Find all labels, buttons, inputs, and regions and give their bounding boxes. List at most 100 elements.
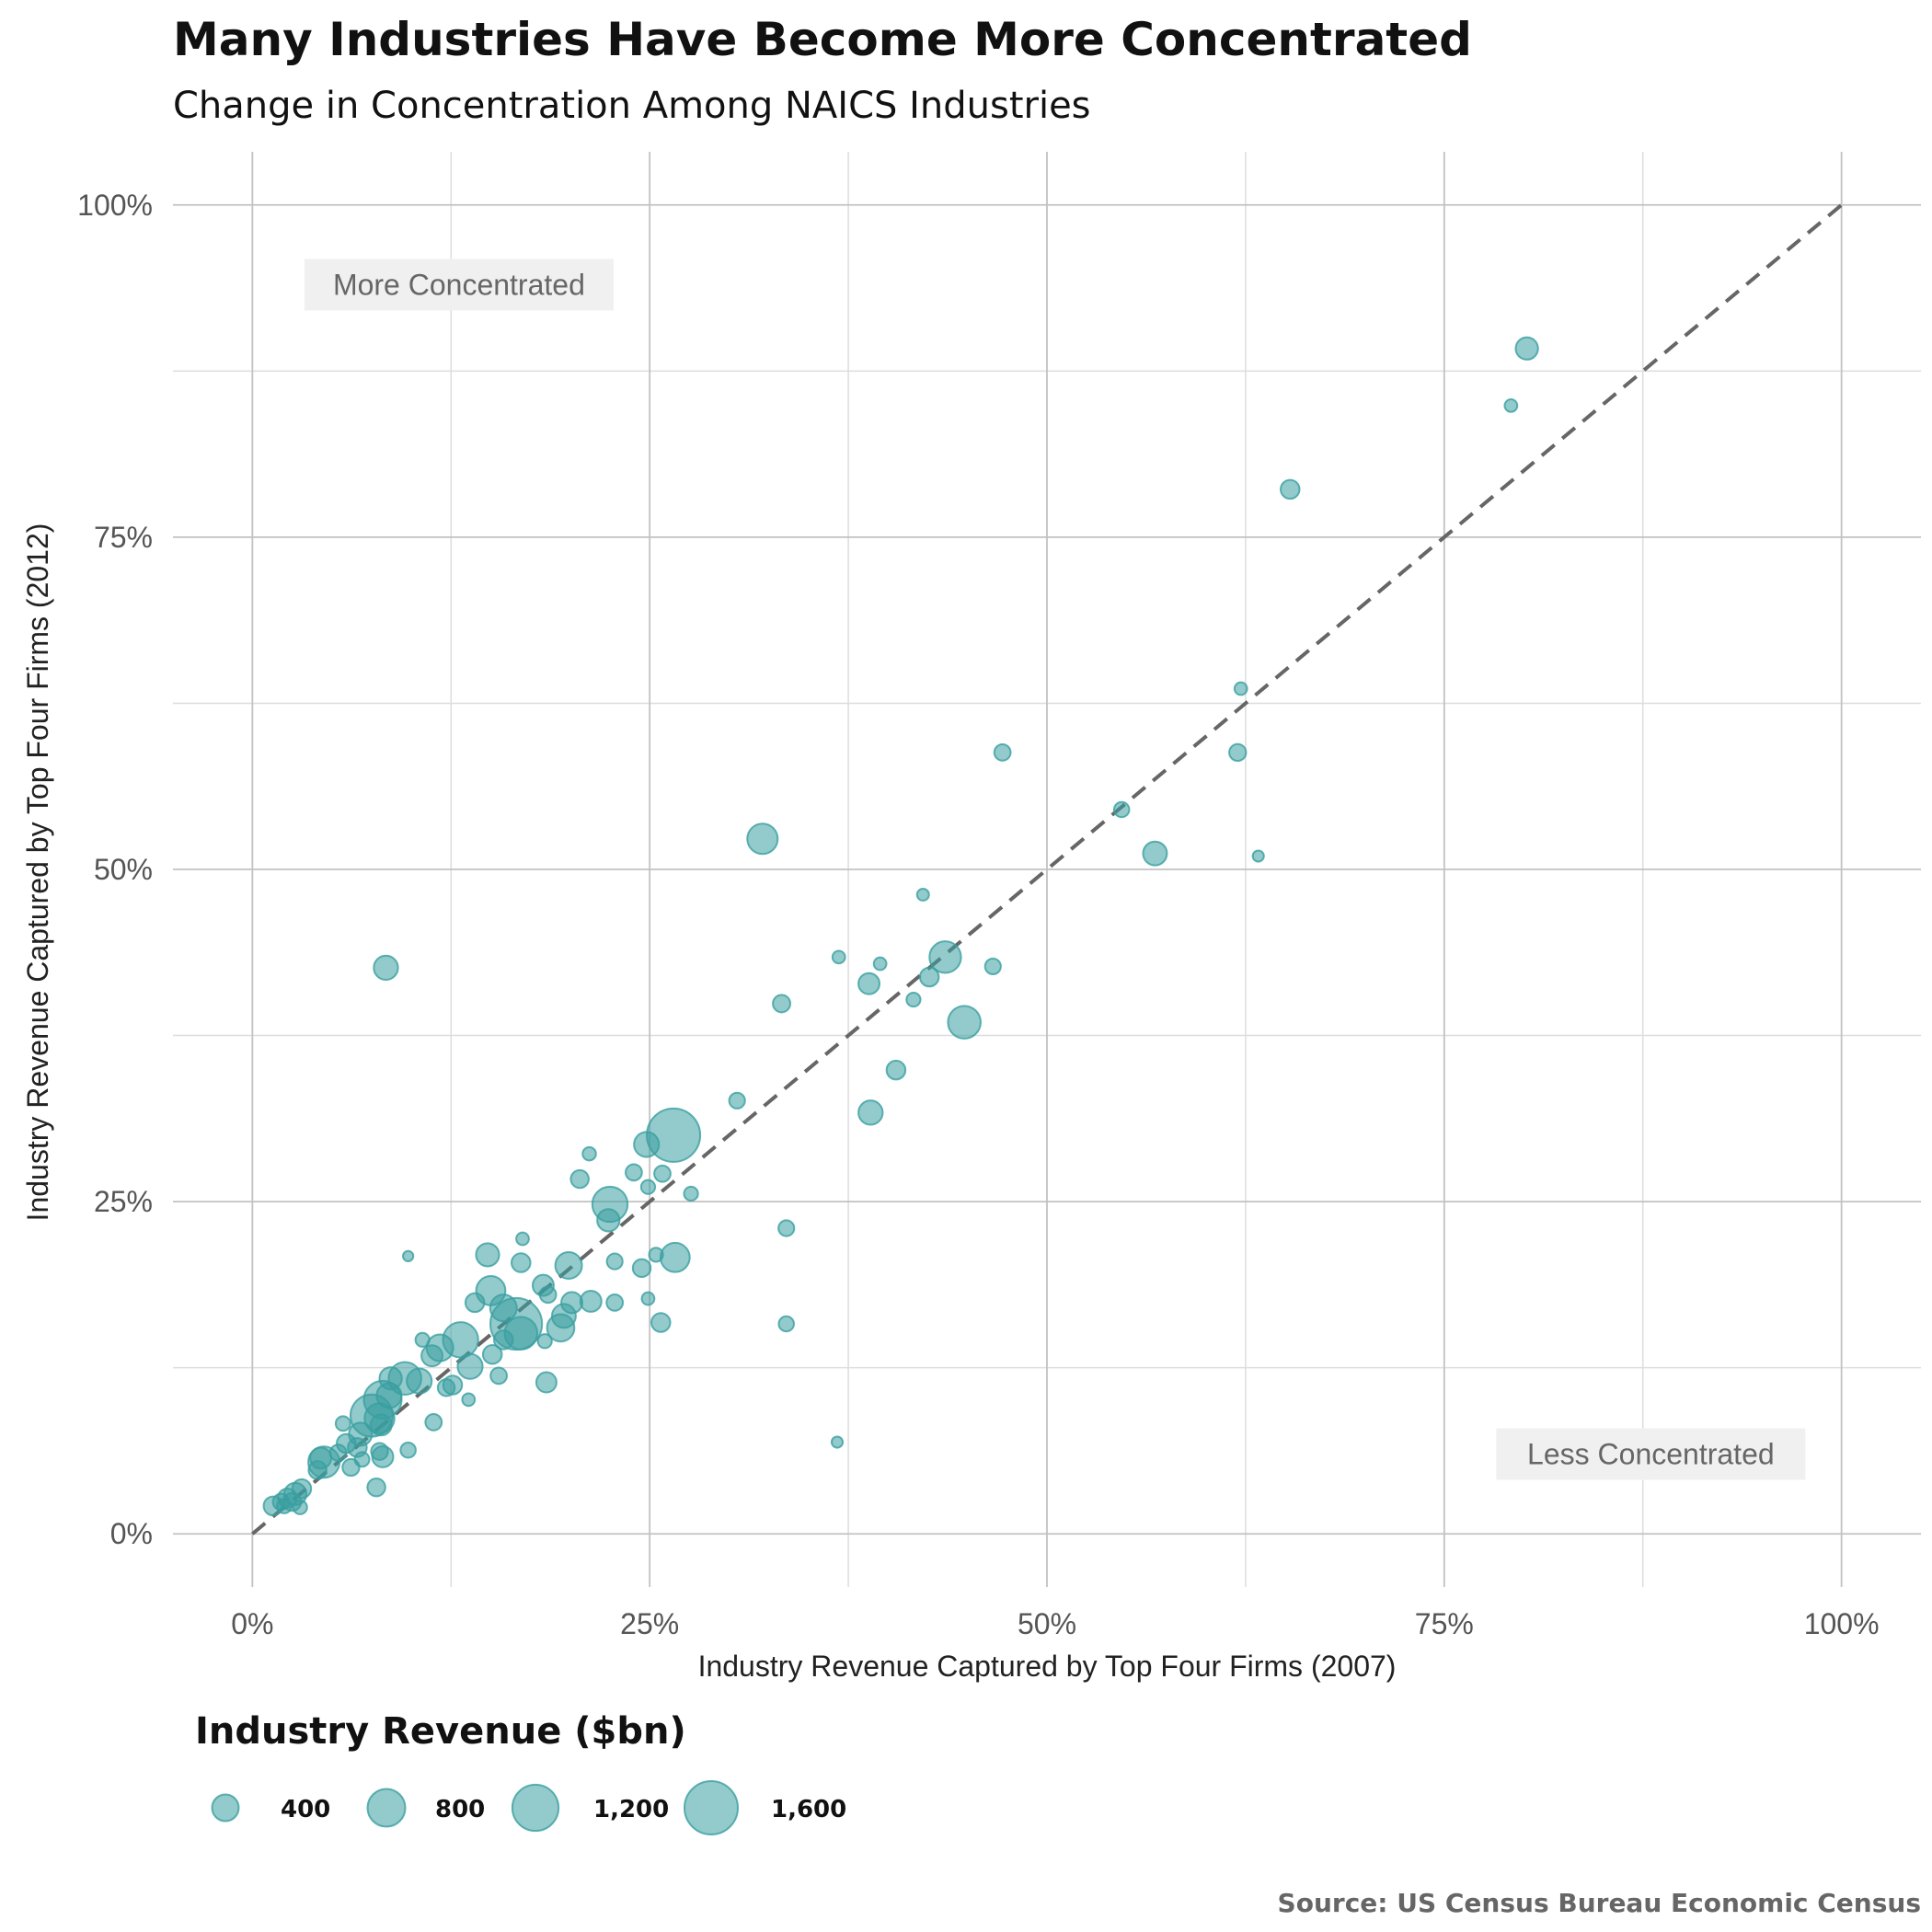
data-point bbox=[493, 1329, 514, 1351]
data-point bbox=[464, 1292, 486, 1314]
data-point bbox=[292, 1499, 308, 1515]
size-legend-item: 1,200 bbox=[511, 1783, 669, 1833]
data-point bbox=[461, 1392, 477, 1408]
annotations: More Concentrated Less Concentrated bbox=[304, 259, 1806, 1480]
data-point bbox=[481, 1343, 503, 1365]
y-axis-ticks: 0% 25% 50% 75% 100% bbox=[77, 189, 153, 1550]
data-point bbox=[456, 1352, 484, 1380]
data-point bbox=[831, 949, 846, 965]
data-point bbox=[328, 1443, 348, 1462]
y-tick-label: 100% bbox=[77, 189, 153, 222]
size-legend-item: 400 bbox=[211, 1793, 330, 1823]
size-legend-label: 1,600 bbox=[771, 1796, 846, 1823]
data-point bbox=[918, 966, 940, 988]
size-legend-circle bbox=[366, 1788, 407, 1828]
y-axis-label: Industry Revenue Captured by Top Four Fi… bbox=[21, 523, 54, 1222]
x-tick-label: 75% bbox=[1415, 1607, 1474, 1640]
data-point bbox=[746, 822, 779, 856]
data-point bbox=[369, 1413, 393, 1437]
annotation-box bbox=[304, 259, 614, 311]
data-point bbox=[639, 1179, 657, 1195]
data-point bbox=[489, 1366, 508, 1386]
size-legend-title: Industry Revenue ($bn) bbox=[195, 1710, 686, 1753]
data-point bbox=[535, 1371, 558, 1394]
data-point bbox=[772, 994, 791, 1014]
data-point bbox=[640, 1291, 656, 1306]
data-point bbox=[605, 1294, 625, 1312]
data-point bbox=[1251, 849, 1265, 863]
data-point bbox=[334, 1415, 351, 1432]
data-point bbox=[983, 957, 1002, 976]
data-point bbox=[275, 1497, 293, 1514]
data-point bbox=[373, 954, 399, 982]
data-point bbox=[511, 1252, 532, 1273]
data-point bbox=[683, 1185, 699, 1202]
annotation-more-concentrated: More Concentrated bbox=[304, 259, 614, 311]
data-point bbox=[307, 1460, 328, 1480]
data-point bbox=[402, 1249, 415, 1262]
annotation-label: Less Concentrated bbox=[1527, 1438, 1775, 1471]
data-point bbox=[905, 991, 922, 1008]
x-tick-label: 100% bbox=[1804, 1607, 1880, 1640]
data-point bbox=[353, 1451, 371, 1468]
x-tick-label: 25% bbox=[620, 1607, 679, 1640]
data-point bbox=[370, 1442, 389, 1461]
chart-title: Many Industries Have Become More Concent… bbox=[173, 13, 1472, 66]
x-tick-label: 50% bbox=[1018, 1607, 1076, 1640]
data-point bbox=[554, 1250, 583, 1280]
data-point bbox=[436, 1378, 456, 1397]
size-legend-item: 1,600 bbox=[684, 1780, 846, 1835]
y-tick-label: 0% bbox=[110, 1517, 153, 1550]
y-tick-label: 25% bbox=[94, 1185, 153, 1218]
size-legend-label: 1,200 bbox=[593, 1796, 669, 1823]
data-point bbox=[605, 1252, 624, 1271]
chart-subtitle: Change in Concentration Among NAICS Indu… bbox=[173, 85, 1091, 127]
grid-lines bbox=[173, 152, 1921, 1587]
size-legend-label: 400 bbox=[281, 1796, 330, 1823]
data-point bbox=[489, 1294, 518, 1323]
annotation-label: More Concentrated bbox=[333, 268, 585, 301]
data-point bbox=[872, 956, 888, 972]
x-axis-label: Industry Revenue Captured by Top Four Fi… bbox=[698, 1650, 1397, 1683]
data-point bbox=[579, 1289, 603, 1313]
data-point bbox=[560, 1291, 584, 1315]
data-point bbox=[1112, 800, 1131, 819]
data-point bbox=[1228, 742, 1248, 763]
data-point bbox=[420, 1344, 444, 1368]
data-point bbox=[1503, 398, 1519, 413]
data-point bbox=[536, 1333, 553, 1350]
data-point bbox=[947, 1005, 982, 1040]
data-point bbox=[1142, 840, 1168, 867]
data-point bbox=[885, 1059, 907, 1081]
annotation-box bbox=[1496, 1428, 1806, 1480]
data-point bbox=[424, 1413, 443, 1432]
x-axis-ticks: 0% 25% 50% 75% 100% bbox=[231, 1607, 1879, 1640]
data-point bbox=[728, 1091, 746, 1110]
data-point bbox=[475, 1242, 500, 1268]
data-point bbox=[1280, 478, 1301, 500]
data-point bbox=[538, 1285, 558, 1305]
data-point bbox=[625, 1163, 643, 1182]
y-tick-label: 50% bbox=[94, 853, 153, 886]
x-tick-label: 0% bbox=[231, 1607, 273, 1640]
size-legend-circle bbox=[511, 1783, 560, 1833]
data-point bbox=[648, 1247, 664, 1263]
data-points bbox=[262, 336, 1539, 1517]
data-point bbox=[378, 1366, 403, 1391]
size-legend-label: 800 bbox=[435, 1796, 485, 1823]
data-point bbox=[653, 1164, 672, 1183]
data-point bbox=[515, 1231, 530, 1247]
data-point bbox=[366, 1477, 386, 1498]
data-point bbox=[993, 743, 1012, 762]
data-point bbox=[915, 887, 930, 902]
data-point bbox=[857, 1099, 884, 1126]
data-point bbox=[830, 1435, 845, 1449]
data-point bbox=[581, 1145, 597, 1162]
data-point bbox=[633, 1131, 661, 1158]
data-point bbox=[928, 940, 962, 974]
data-point bbox=[777, 1219, 796, 1237]
data-point bbox=[631, 1258, 652, 1279]
annotation-less-concentrated: Less Concentrated bbox=[1496, 1428, 1806, 1480]
data-point bbox=[857, 972, 881, 995]
